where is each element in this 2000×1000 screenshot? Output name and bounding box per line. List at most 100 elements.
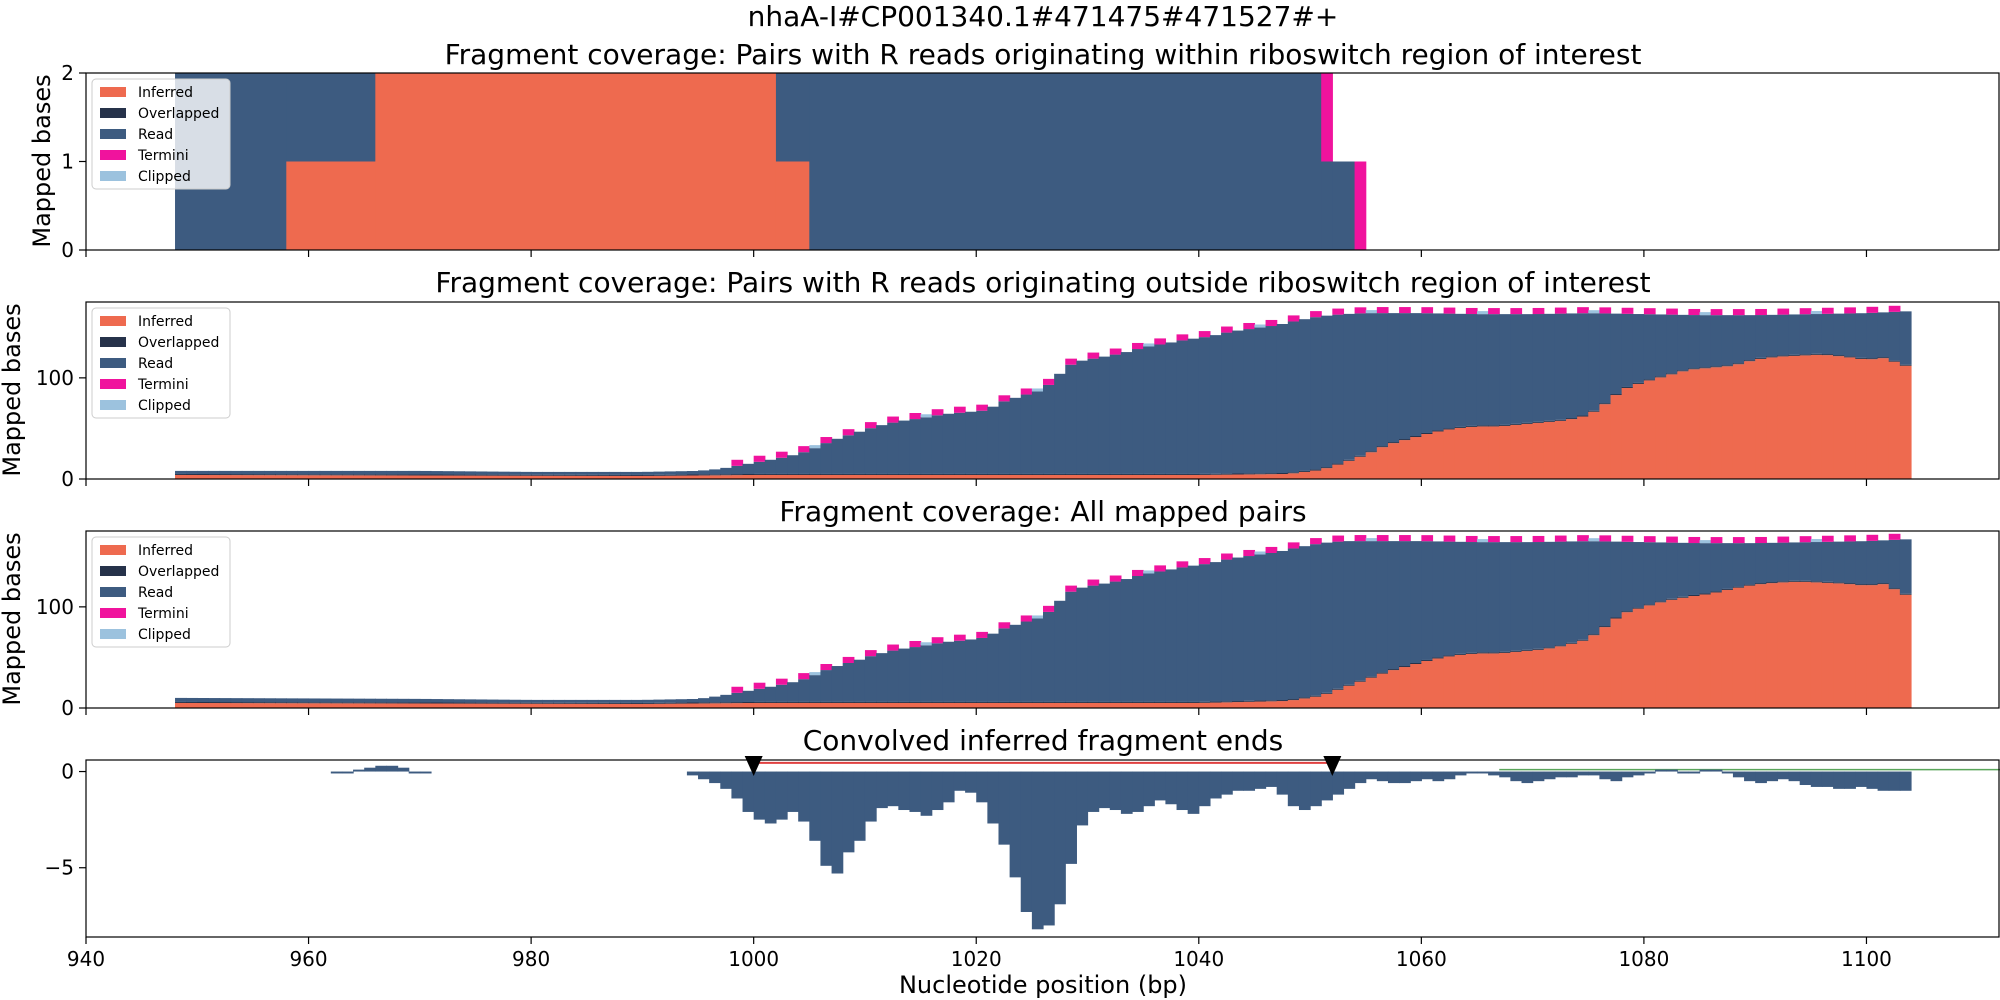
overlapped-bar [1276,700,1289,702]
read-bar [597,471,610,475]
read-bar [1031,391,1044,474]
convolved-bar [1399,771,1411,784]
read-bar [1454,313,1467,427]
inferred-bar [375,73,777,250]
inferred-bar [553,475,566,479]
convolved-bar [1020,771,1033,912]
read-bar [219,470,232,475]
convolved-bar [1120,771,1133,814]
inferred-bar [1243,474,1256,479]
inferred-bar [931,474,944,479]
overlapped-bar [1132,701,1144,703]
overlapped-bar [787,473,799,475]
inferred-bar [1109,474,1122,479]
inferred-bar [1766,357,1779,479]
read-bar [653,699,666,703]
read-bar [1020,621,1033,702]
overlapped-bar [597,702,610,704]
inferred-bar [1187,702,1200,708]
inferred-bar [1855,358,1868,479]
inferred-bar [976,474,988,479]
overlapped-bar [1031,701,1044,703]
read-bar [1143,573,1155,702]
read-bar [987,406,1000,474]
convolved-bar [1443,771,1456,780]
inferred-bar [1143,702,1155,708]
read-bar [965,411,977,474]
inferred-bar [1332,689,1345,708]
termini-bar [1198,331,1211,338]
read-bar [1655,314,1667,377]
convolved-bar [1009,771,1022,878]
read-bar [1543,313,1556,421]
read-bar [887,422,899,474]
read-bar [1632,542,1645,608]
convolved-bar [1332,771,1345,795]
inferred-bar [1187,474,1200,479]
inferred-bar [1721,366,1734,479]
inferred-bar [486,475,499,479]
overlapped-bar [1499,424,1511,426]
overlapped-bar [1643,604,1656,606]
read-bar [1343,313,1356,460]
inferred-bar [508,475,521,479]
overlapped-bar [1899,593,1912,595]
legend-swatch [100,379,126,389]
inferred-bar [1154,702,1167,708]
convolved-bar [1221,771,1233,795]
x-tick-label: 980 [512,947,550,971]
inferred-bar [430,475,443,479]
inferred-bar [1343,460,1356,479]
x-axis-label: Nucleotide position (bp) [899,971,1187,999]
overlapped-bar [1532,648,1545,650]
overlapped-bar [1143,701,1155,703]
read-bar [1532,542,1545,649]
inferred-bar [1376,673,1389,708]
panel-within-roi: Fragment coverage: Pairs with R reads or… [28,38,2000,262]
read-bar [1632,314,1645,383]
convolved-bar [1165,771,1178,805]
inferred-bar [1399,440,1411,479]
overlapped-bar [1799,580,1812,582]
inferred-bar [1154,474,1167,479]
overlapped-bar [252,474,265,476]
end-marker [744,756,763,776]
overlapped-bar [864,473,877,475]
read-bar [564,699,577,703]
panel-outside-roi: Fragment coverage: Pairs with R reads or… [0,266,2000,491]
read-bar [1310,544,1322,696]
clipped-bar [1365,538,1378,542]
inferred-bar [1421,660,1434,708]
overlapped-bar [1521,649,1534,651]
convolved-bar [1732,771,1745,778]
overlapped-bar [1421,432,1434,434]
overlapped-bar [1621,386,1634,388]
inferred-bar [1821,355,1834,479]
x-tick-label: 960 [289,947,327,971]
inferred-bar [1054,702,1066,708]
read-bar [1844,541,1856,584]
inferred-bar [1165,702,1178,708]
termini-bar [1065,585,1077,592]
plot-frame [85,759,2000,938]
inferred-bar [1087,474,1100,479]
termini-bar [931,637,944,644]
read-bar [698,470,710,475]
overlapped-bar [842,473,855,475]
convolved-bar [1844,771,1856,789]
read-bar [609,471,621,475]
convolved-bar [1855,771,1868,787]
termini-bar [731,686,744,693]
read-bar [987,633,1000,702]
termini-bar [1154,565,1167,572]
overlapped-bar [1421,659,1434,661]
inferred-bar [330,703,343,708]
inferred-bar [1031,702,1044,708]
inferred-bar [1543,421,1556,479]
termini-bar [1844,307,1856,314]
read-bar [1399,313,1411,440]
clipped-bar [1588,538,1600,542]
overlapped-bar [976,473,988,475]
overlapped-bar [998,473,1011,475]
inferred-bar [464,703,477,708]
